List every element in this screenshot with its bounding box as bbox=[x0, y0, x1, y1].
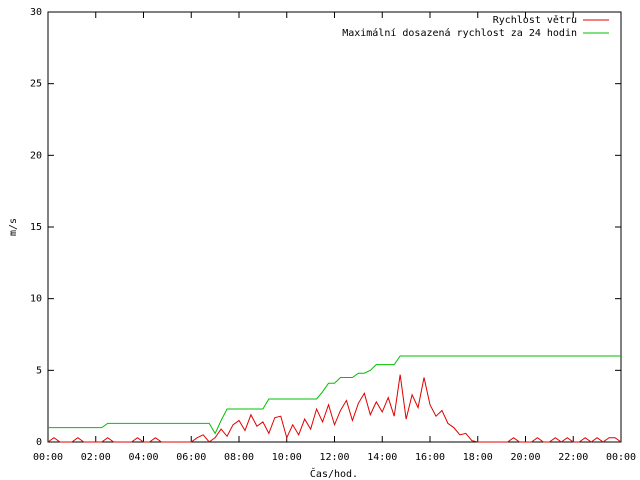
x-tick-label: 04:00 bbox=[128, 452, 158, 463]
plot-border bbox=[47, 11, 622, 443]
x-tick-label: 12:00 bbox=[319, 452, 349, 463]
series-line bbox=[48, 355, 621, 435]
x-tick-label: 06:00 bbox=[176, 452, 206, 463]
y-tick-label: 15 bbox=[30, 222, 42, 233]
x-tick-label: 20:00 bbox=[510, 452, 540, 463]
x-tick-label: 14:00 bbox=[367, 452, 397, 463]
x-tick-label: 18:00 bbox=[463, 452, 493, 463]
y-axis-label: m/s bbox=[8, 218, 19, 236]
series-line bbox=[47, 374, 622, 443]
x-tick-label: 02:00 bbox=[81, 452, 111, 463]
x-tick-label: 08:00 bbox=[224, 452, 254, 463]
x-tick-label: 00:00 bbox=[606, 452, 636, 463]
legend-label: Maximální dosazená rychlost za 24 hodin bbox=[342, 27, 577, 39]
y-tick-label: 20 bbox=[30, 150, 42, 161]
legend-label: Rychlost větru bbox=[493, 14, 577, 26]
x-tick-label: 00:00 bbox=[33, 452, 63, 463]
y-tick-label: 25 bbox=[30, 79, 42, 90]
y-tick-label: 30 bbox=[30, 7, 42, 18]
x-axis-label: Čas/hod. bbox=[310, 467, 358, 480]
x-tick-label: 10:00 bbox=[272, 452, 302, 463]
y-tick-label: 0 bbox=[36, 437, 42, 448]
y-tick-label: 10 bbox=[30, 294, 42, 305]
y-tick-label: 5 bbox=[36, 365, 42, 376]
x-tick-label: 16:00 bbox=[415, 452, 445, 463]
x-tick-label: 22:00 bbox=[558, 452, 588, 463]
